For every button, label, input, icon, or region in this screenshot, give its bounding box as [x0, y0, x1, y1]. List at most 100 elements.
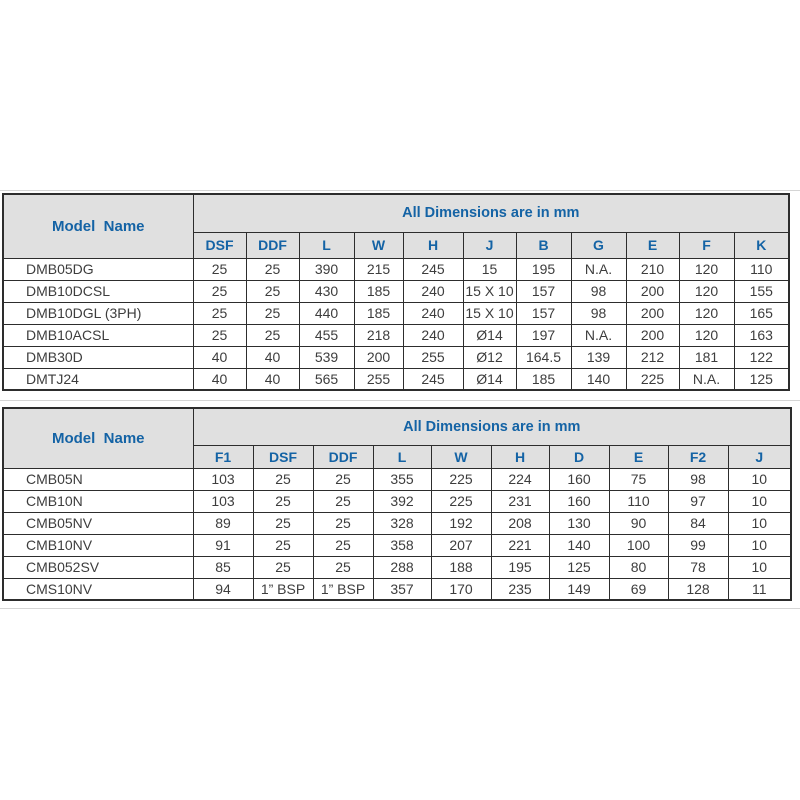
table-row: CMB05NV 89 25 25 328 192 208 130 90 84 10 — [2, 511, 792, 535]
model-name-cell: CMB10N — [2, 489, 194, 513]
table-row: DMTJ24 40 40 565 255 245 Ø14 185 140 225 N.A. 125 — [2, 367, 790, 391]
table-header-row: Model Name All Dimensions are in mm — [2, 193, 790, 259]
dimension-value-cell: 207 — [430, 533, 492, 557]
dimension-value-cell: 155 — [733, 279, 790, 303]
dimension-value-cell: 10 — [727, 533, 792, 557]
dimension-value-cell: 164.5 — [515, 345, 572, 369]
dimension-value-cell: 25 — [192, 279, 247, 303]
dimension-value-cell: 231 — [490, 489, 550, 513]
dimension-value-cell: 110 — [608, 489, 669, 513]
table-row: DMB30D 40 40 539 200 255 Ø12 164.5 139 212 181 122 — [2, 345, 790, 369]
table-row: CMS10NV 94 1” BSP 1” BSP 357 170 235 149 69 128 11 — [2, 577, 792, 601]
table-row: DMB10DCSL 25 25 430 185 240 15 X 10 157 98 200 120… — [2, 279, 790, 303]
dimension-value-cell: 390 — [298, 257, 355, 281]
dimension-value-cell: 358 — [372, 533, 432, 557]
dimension-value-cell: N.A. — [570, 323, 627, 347]
dimension-value-cell: 120 — [678, 279, 735, 303]
dimension-value-cell: 539 — [298, 345, 355, 369]
dimension-value-cell: 25 — [312, 533, 374, 557]
column-header-l: L — [372, 444, 432, 469]
dimension-value-cell: 455 — [298, 323, 355, 347]
dimension-value-cell: 163 — [733, 323, 790, 347]
dimension-value-cell: 120 — [678, 323, 735, 347]
dimension-value-cell: 1” BSP — [252, 577, 314, 601]
column-header-row: DSF DDF L W H J B G E F K — [3, 231, 790, 259]
dimension-value-cell: 15 X 10 — [462, 279, 517, 303]
dimension-value-cell: Ø14 — [462, 367, 517, 391]
model-name-cell: DMB10DGL (3PH) — [2, 301, 194, 325]
dimension-value-cell: 160 — [548, 467, 610, 491]
column-header-j: J — [462, 231, 517, 259]
dimension-value-cell: 130 — [548, 511, 610, 535]
dimension-value-cell: 170 — [430, 577, 492, 601]
dimension-value-cell: 40 — [192, 367, 247, 391]
dimension-value-cell: 100 — [608, 533, 669, 557]
model-name-cell: CMB05NV — [2, 511, 194, 535]
dimension-value-cell: 10 — [727, 555, 792, 579]
column-header-f: F — [678, 231, 735, 259]
dimension-value-cell: 103 — [192, 489, 254, 513]
model-name-cell: DMB30D — [2, 345, 194, 369]
model-name-cell: DMB05DG — [2, 257, 194, 281]
dimension-value-cell: 185 — [515, 367, 572, 391]
column-header-dsf: DSF — [192, 231, 247, 259]
dimension-value-cell: 15 X 10 — [462, 301, 517, 325]
dimension-value-cell: 195 — [490, 555, 550, 579]
dimension-value-cell: 185 — [353, 279, 404, 303]
dimension-value-cell: 97 — [667, 489, 729, 513]
dimension-value-cell: 221 — [490, 533, 550, 557]
scan-edge-line — [0, 608, 800, 609]
column-header-j: J — [727, 444, 792, 469]
dimension-value-cell: 69 — [608, 577, 669, 601]
dimension-value-cell: 78 — [667, 555, 729, 579]
dimension-value-cell: N.A. — [678, 367, 735, 391]
cmb-dimensions-table: Model Name All Dimensions are in mm F1 DS… — [2, 407, 793, 601]
table-body: CMB05N 103 25 25 355 225 224 160 75 98 10 CMB10N 103… — [2, 467, 792, 601]
dimension-value-cell: 200 — [625, 323, 680, 347]
dimension-value-cell: 160 — [548, 489, 610, 513]
dimension-value-cell: 25 — [312, 467, 374, 491]
dimension-value-cell: 255 — [402, 345, 464, 369]
dimension-value-cell: 240 — [402, 279, 464, 303]
dimension-value-cell: 357 — [372, 577, 432, 601]
dimension-value-cell: 84 — [667, 511, 729, 535]
dimension-value-cell: 240 — [402, 301, 464, 325]
column-header-dsf: DSF — [252, 444, 314, 469]
dimension-value-cell: 10 — [727, 467, 792, 491]
dimension-value-cell: 565 — [298, 367, 355, 391]
dimension-value-cell: 140 — [570, 367, 627, 391]
dmb-dimensions-table: Model Name All Dimensions are in mm DSF D… — [2, 193, 791, 391]
dimension-value-cell: 181 — [678, 345, 735, 369]
table-body: DMB05DG 25 25 390 215 245 15 195 N.A. 210 120 110 DM… — [2, 257, 790, 391]
column-header-e: E — [625, 231, 680, 259]
model-name-cell: DMB10ACSL — [2, 323, 194, 347]
dimension-value-cell: 10 — [727, 511, 792, 535]
column-header-k: K — [733, 231, 790, 259]
dimension-value-cell: 288 — [372, 555, 432, 579]
dimension-value-cell: 15 — [462, 257, 517, 281]
dimension-value-cell: 165 — [733, 301, 790, 325]
dimension-value-cell: 355 — [372, 467, 432, 491]
table-row: DMB05DG 25 25 390 215 245 15 195 N.A. 210 120 110 — [2, 257, 790, 281]
table-row: CMB10NV 91 25 25 358 207 221 140 100 99 10 — [2, 533, 792, 557]
dimension-value-cell: 185 — [353, 301, 404, 325]
dimension-value-cell: 235 — [490, 577, 550, 601]
dimension-value-cell: 218 — [353, 323, 404, 347]
dimension-value-cell: 25 — [245, 279, 300, 303]
dimension-value-cell: 225 — [430, 489, 492, 513]
dimensions-unit-header: All Dimensions are in mm — [192, 193, 790, 233]
dimension-value-cell: 392 — [372, 489, 432, 513]
dimension-value-cell: 91 — [192, 533, 254, 557]
dimension-value-cell: 25 — [252, 467, 314, 491]
dimension-value-cell: 212 — [625, 345, 680, 369]
dimension-value-cell: 200 — [353, 345, 404, 369]
dimension-value-cell: 99 — [667, 533, 729, 557]
dimension-value-cell: 225 — [625, 367, 680, 391]
column-header-w: W — [353, 231, 404, 259]
dimension-value-cell: 149 — [548, 577, 610, 601]
dimension-value-cell: 440 — [298, 301, 355, 325]
dimension-value-cell: 139 — [570, 345, 627, 369]
model-name-cell: DMB10DCSL — [2, 279, 194, 303]
column-header-w: W — [430, 444, 492, 469]
